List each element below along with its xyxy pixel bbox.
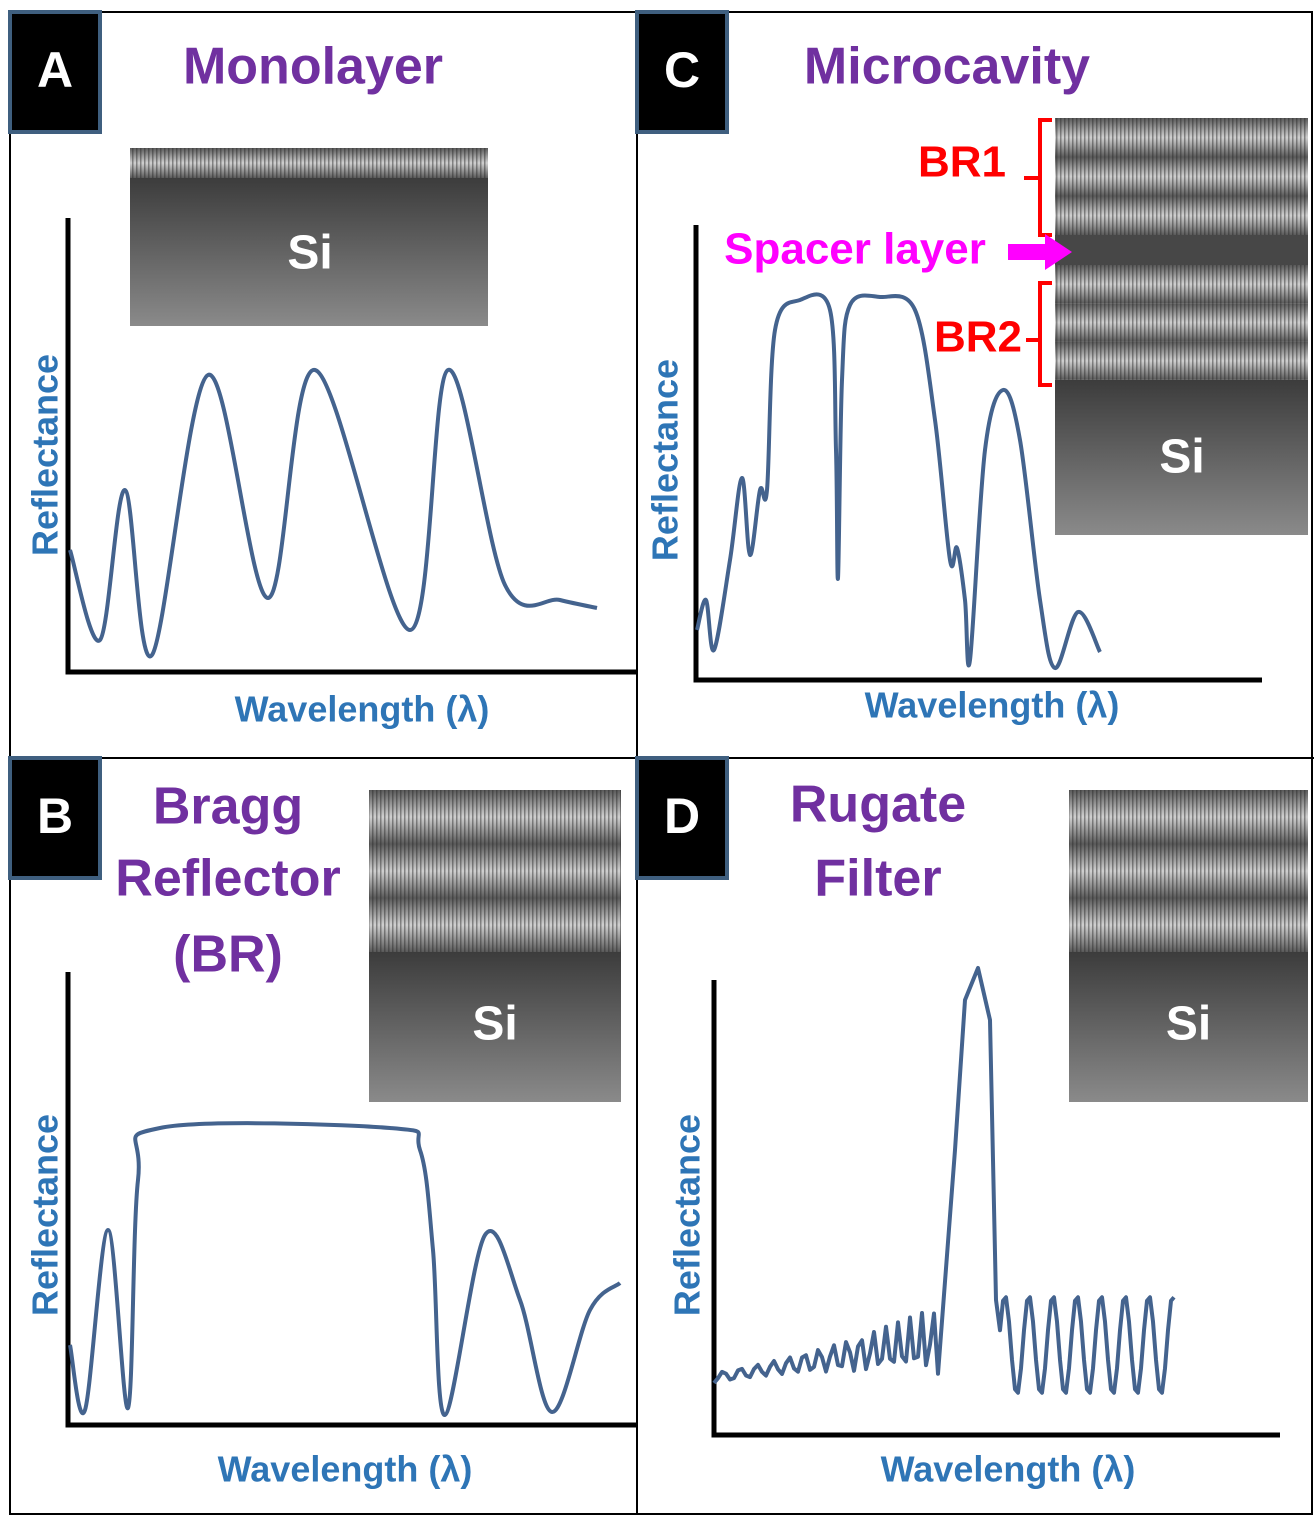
porous-texture xyxy=(1069,844,1308,898)
panel-letter: C xyxy=(664,42,700,98)
porous-texture xyxy=(130,148,488,178)
porous-texture xyxy=(1055,196,1308,235)
panel-letter-box xyxy=(8,10,102,134)
axes xyxy=(711,980,1280,1438)
porous-texture xyxy=(1055,118,1308,157)
x-axis-label: Wavelength (λ) xyxy=(881,1449,1136,1490)
porous-texture xyxy=(1069,790,1308,844)
panel-letter-box xyxy=(635,10,729,134)
panel-letter-box xyxy=(635,756,729,880)
panel-title: Reflector xyxy=(115,850,340,908)
substrate-label: Si xyxy=(472,998,517,1051)
axes xyxy=(65,972,637,1428)
y-axis-label: Reflectance xyxy=(25,354,66,556)
axes xyxy=(65,218,637,675)
bracket xyxy=(1024,118,1052,237)
layer-label: BR2 xyxy=(934,313,1022,362)
silicon-substrate xyxy=(1069,952,1308,1102)
layer-label: Spacer layer xyxy=(724,225,986,274)
x-axis-label: Wavelength (λ) xyxy=(865,685,1120,726)
silicon-substrate xyxy=(1055,380,1308,535)
panel-letter: B xyxy=(37,788,73,844)
porous-texture xyxy=(369,898,621,952)
spectrum-curve xyxy=(695,292,1102,671)
porous-texture xyxy=(1055,303,1308,342)
substrate-label: Si xyxy=(1159,431,1204,484)
spectrum-curve xyxy=(68,367,598,659)
substrate-label: Si xyxy=(1166,998,1211,1051)
x-axis-label: Wavelength (λ) xyxy=(235,689,490,730)
porous-texture xyxy=(1055,265,1308,304)
panel-title: Rugate xyxy=(790,776,966,834)
silicon-substrate xyxy=(130,178,488,326)
substrate-label: Si xyxy=(287,227,332,280)
panel-letter-box xyxy=(8,756,102,880)
spectrum-curve xyxy=(712,966,1176,1395)
porous-texture xyxy=(1055,341,1308,380)
spacer-layer xyxy=(1055,235,1308,265)
panel-letter: D xyxy=(664,788,700,844)
x-axis-label: Wavelength (λ) xyxy=(218,1449,473,1490)
y-axis-label: Reflectance xyxy=(25,1114,66,1316)
panel-title: Microcavity xyxy=(804,38,1090,96)
panel-letter: A xyxy=(37,42,73,98)
porous-texture xyxy=(1069,898,1308,952)
y-axis-label: Reflectance xyxy=(645,359,686,561)
porous-texture xyxy=(369,790,621,844)
panel-title: Filter xyxy=(814,850,941,908)
y-axis-label: Reflectance xyxy=(667,1114,708,1316)
axes xyxy=(693,225,1262,683)
panel-title: Bragg xyxy=(153,778,303,836)
arrow xyxy=(1008,234,1072,270)
silicon-substrate xyxy=(369,952,621,1102)
panel-title: (BR) xyxy=(173,926,283,984)
panel-title: Monolayer xyxy=(183,38,443,96)
spectrum-curve xyxy=(68,1121,622,1418)
layer-label: BR1 xyxy=(918,138,1006,187)
porous-texture xyxy=(369,844,621,898)
bracket xyxy=(1026,281,1052,387)
porous-texture xyxy=(1055,157,1308,196)
